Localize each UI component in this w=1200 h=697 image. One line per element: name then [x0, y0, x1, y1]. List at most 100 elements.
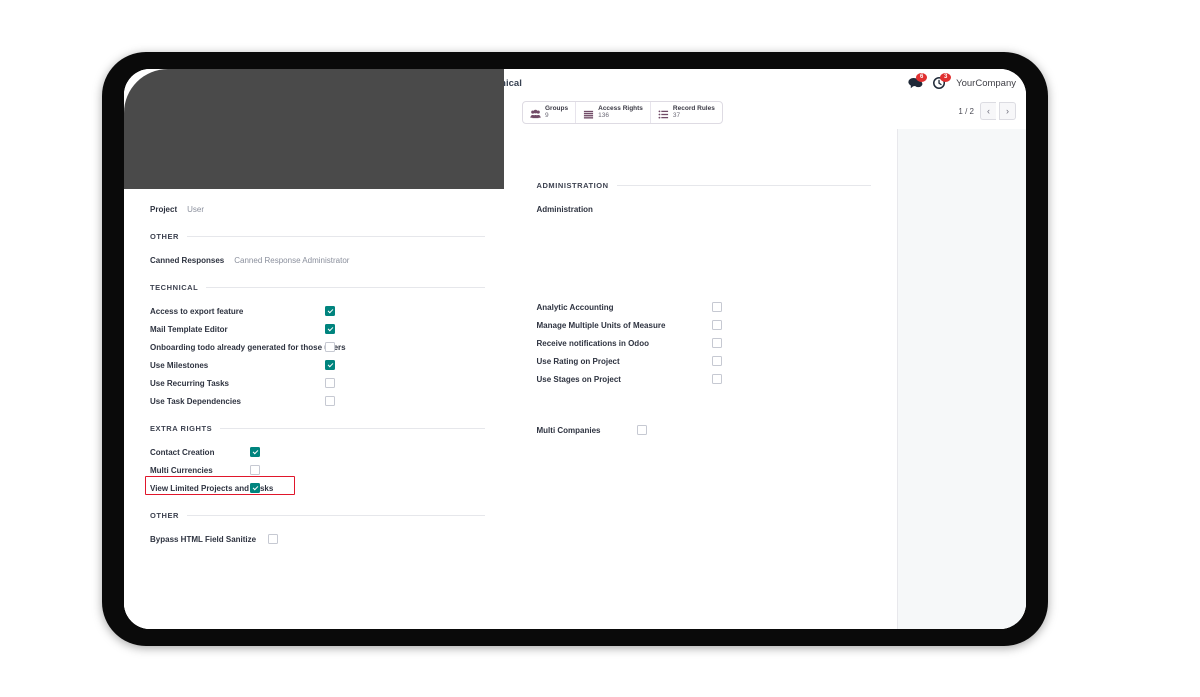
access-rights-icon [583, 107, 594, 119]
field-row-project[interactable]: Project User [150, 200, 485, 218]
stat-button-record-rules[interactable]: Record Rules 37 [651, 102, 722, 123]
radio-icon-public[interactable] [204, 157, 212, 166]
checkbox-row-use-milestones[interactable]: Use Milestones [150, 356, 485, 374]
pager-next-button[interactable]: › [999, 102, 1016, 120]
radio-icon-portal[interactable] [204, 144, 212, 153]
checkbox-label: Manage Multiple Units of Measure [536, 320, 666, 330]
checkbox-label: Onboarding todo already generated for th… [150, 342, 346, 352]
section-title-other-top: OTHER [150, 232, 179, 241]
field-value-project[interactable]: User [187, 204, 205, 214]
checkbox-use-recurring-tasks[interactable] [325, 378, 335, 388]
checkbox-manage-multiple-units-of-measure[interactable] [711, 320, 722, 330]
gear-icon[interactable] [257, 110, 264, 130]
menu-item-technical[interactable]: Technical [478, 77, 522, 89]
section-header-technical: TECHNICAL [150, 283, 485, 292]
groups-icon [530, 107, 541, 118]
section-header-other-bottom: OTHER [150, 511, 485, 520]
radio-option-public[interactable]: Public [204, 155, 485, 167]
menu-item-general-settings[interactable]: General Settings [206, 77, 282, 89]
breadcrumb-users[interactable]: Users [203, 100, 227, 110]
field-row-canned-responses[interactable]: Canned Responses Canned Response Adminis… [150, 251, 485, 269]
pager: 1 / 2 ‹ › [958, 102, 1016, 120]
checkbox-row-multi-companies[interactable]: Multi Companies [537, 421, 872, 439]
checkbox-row-multi-currencies[interactable]: Multi Currencies [150, 461, 485, 479]
section-title-extra-rights: EXTRA RIGHTS [150, 424, 213, 433]
form-sheet: Portal Public SERVICES [124, 129, 898, 629]
checkbox-label: Use Stages on Project [536, 374, 621, 384]
stat-button-access-rights[interactable]: Access Rights 136 [576, 102, 651, 123]
checkbox-label: Use Milestones [150, 360, 209, 370]
form-column-right: ADMINISTRATION Administration [511, 129, 898, 548]
checkbox-use-rating-on-project[interactable] [711, 356, 722, 366]
messages-badge: 6 [916, 73, 928, 82]
checkbox-use-task-dependencies[interactable] [325, 396, 335, 406]
checkbox-label: Multi Companies [536, 425, 601, 435]
form-view: Portal Public SERVICES [124, 129, 1026, 629]
menu-item-users-companies[interactable]: Users & Companies [298, 77, 389, 89]
stat-value-record-rules: 37 [672, 112, 681, 120]
checkbox-view-limited-projects-and-tasks[interactable] [250, 483, 260, 493]
odoo-app: Settings General Settings Users & Compan… [124, 69, 1026, 629]
radio-label-public: Public [219, 157, 244, 166]
field-value-canned-responses[interactable]: Canned Response Administrator [234, 255, 350, 265]
checkbox-use-milestones[interactable] [325, 360, 335, 370]
checkbox-multi-companies[interactable] [636, 425, 647, 435]
checkbox-row-use-recurring-tasks[interactable]: Use Recurring Tasks [150, 374, 485, 392]
section-divider [220, 428, 485, 429]
breadcrumb: Users Marc Demo [194, 100, 264, 131]
radio-option-portal[interactable]: Portal [204, 142, 485, 155]
checkbox-row-bypass-html-field-sanitize[interactable]: Bypass HTML Field Sanitize [150, 530, 485, 548]
right-column-gap [537, 218, 872, 265]
user-menu-company[interactable]: YourCompany [956, 77, 1016, 89]
clipped-label-dash [204, 135, 213, 136]
field-label-canned-responses: Canned Responses [150, 255, 225, 265]
checkbox-label: Receive notifications in Odoo [536, 338, 649, 348]
pager-previous-button[interactable]: ‹ [980, 102, 996, 120]
checkbox-onboarding-todo[interactable] [325, 342, 335, 352]
checkbox-contact-creation[interactable] [250, 447, 260, 457]
checkbox-row-use-rating-on-project[interactable]: Use Rating on Project [537, 352, 872, 370]
form-columns: Portal Public SERVICES [124, 129, 897, 548]
checkbox-label: Contact Creation [150, 447, 215, 457]
stat-value-groups: 9 [545, 112, 549, 120]
device-screen: Settings General Settings Users & Compan… [124, 69, 1026, 629]
device-bezel: Settings General Settings Users & Compan… [102, 52, 1048, 646]
checkbox-mail-template-editor[interactable] [325, 324, 335, 334]
menu-item-translations[interactable]: Translations [405, 77, 462, 89]
checkbox-label: Analytic Accounting [536, 302, 614, 312]
checkbox-multi-currencies[interactable] [250, 465, 260, 475]
checkbox-receive-notifications-in-odoo[interactable] [711, 338, 722, 348]
messages-icon[interactable]: 6 [908, 73, 928, 90]
checkbox-bypass-html-field-sanitize[interactable] [268, 534, 278, 544]
stat-button-groups[interactable]: Groups 9 [523, 102, 577, 123]
chatter-panel [898, 129, 1026, 629]
menu-item-settings[interactable]: Settings [152, 77, 190, 89]
checkbox-label: Access to export feature [150, 306, 244, 316]
checkbox-row-onboarding-todo[interactable]: Onboarding todo already generated for th… [150, 338, 485, 356]
field-label-project: Project [150, 204, 178, 214]
checkbox-row-receive-notifications-in-odoo[interactable]: Receive notifications in Odoo [537, 334, 872, 352]
menu-bar: Settings General Settings Users & Compan… [124, 69, 1026, 97]
section-title-technical: TECHNICAL [150, 283, 199, 292]
section-divider [206, 287, 485, 288]
stat-label-groups: Groups [545, 105, 569, 112]
checkbox-use-stages-on-project[interactable] [711, 374, 722, 384]
field-row-administration[interactable]: Administration [537, 200, 872, 218]
section-header-services: SERVICES [150, 181, 485, 190]
checkbox-access-to-export-feature[interactable] [325, 306, 335, 316]
control-panel: New Users Marc Demo [124, 97, 1026, 131]
section-divider [187, 236, 485, 237]
activities-icon[interactable]: 3 [932, 73, 952, 90]
field-label-administration: Administration [536, 204, 593, 214]
checkbox-row-view-limited-projects-and-tasks[interactable]: View Limited Projects and Tasks [145, 476, 485, 497]
new-button[interactable]: New [150, 103, 189, 121]
checkbox-row-use-task-dependencies[interactable]: Use Task Dependencies [150, 392, 485, 410]
checkbox-row-contact-creation[interactable]: Contact Creation [150, 443, 485, 461]
checkbox-analytic-accounting[interactable] [711, 302, 722, 312]
checkbox-row-use-stages-on-project[interactable]: Use Stages on Project [537, 370, 872, 388]
checkbox-row-access-to-export-feature[interactable]: Access to export feature [150, 302, 485, 320]
checkbox-row-manage-multiple-units-of-measure[interactable]: Manage Multiple Units of Measure [537, 316, 872, 334]
checkbox-row-mail-template-editor[interactable]: Mail Template Editor [150, 320, 485, 338]
checkbox-row-analytic-accounting[interactable]: Analytic Accounting [537, 298, 872, 316]
section-title-services: SERVICES [150, 181, 193, 190]
